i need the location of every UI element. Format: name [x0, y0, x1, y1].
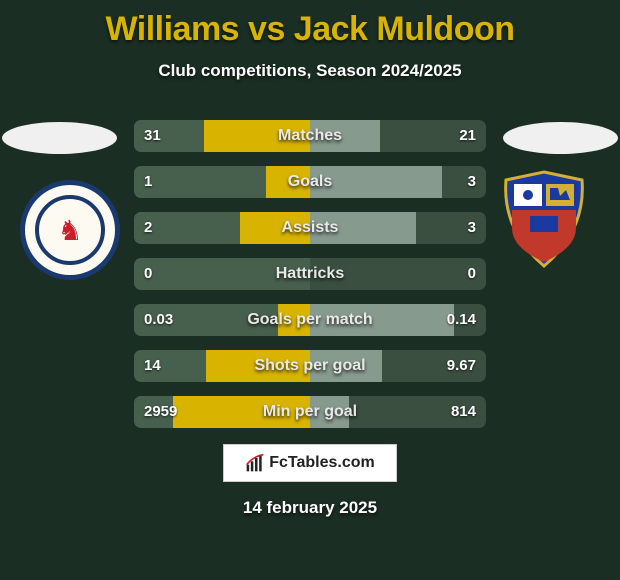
stat-row: 2959814Min per goal: [134, 396, 486, 428]
shield-icon: [500, 170, 588, 268]
stat-label: Goals: [134, 166, 486, 198]
crest-left-inner-ring: [35, 195, 105, 265]
stat-label: Matches: [134, 120, 486, 152]
watermark: FcTables.com: [223, 444, 397, 482]
stat-label: Goals per match: [134, 304, 486, 336]
crest-right: [500, 170, 600, 270]
page-subtitle: Club competitions, Season 2024/2025: [0, 61, 620, 81]
stat-label: Shots per goal: [134, 350, 486, 382]
stat-row: 3121Matches: [134, 120, 486, 152]
stat-row: 23Assists: [134, 212, 486, 244]
stat-row: 0.030.14Goals per match: [134, 304, 486, 336]
stat-label: Hattricks: [134, 258, 486, 290]
bars-icon: [245, 453, 265, 473]
stat-label: Min per goal: [134, 396, 486, 428]
pitch-oval-right: [503, 122, 618, 154]
stat-row: 149.67Shots per goal: [134, 350, 486, 382]
stat-label: Assists: [134, 212, 486, 244]
crest-left-ring: ♞: [20, 180, 120, 280]
watermark-text: FcTables.com: [269, 454, 375, 472]
crest-left: ♞: [20, 180, 120, 280]
pitch-oval-left: [2, 122, 117, 154]
stat-row: 00Hattricks: [134, 258, 486, 290]
page-title: Williams vs Jack Muldoon: [0, 0, 620, 49]
comparison-chart: 3121Matches 13Goals 23Assists 00Hattricks 0.…: [134, 120, 486, 442]
stat-row: 13Goals: [134, 166, 486, 198]
crest-right-shield: [500, 170, 588, 268]
date-label: 14 february 2025: [0, 498, 620, 518]
